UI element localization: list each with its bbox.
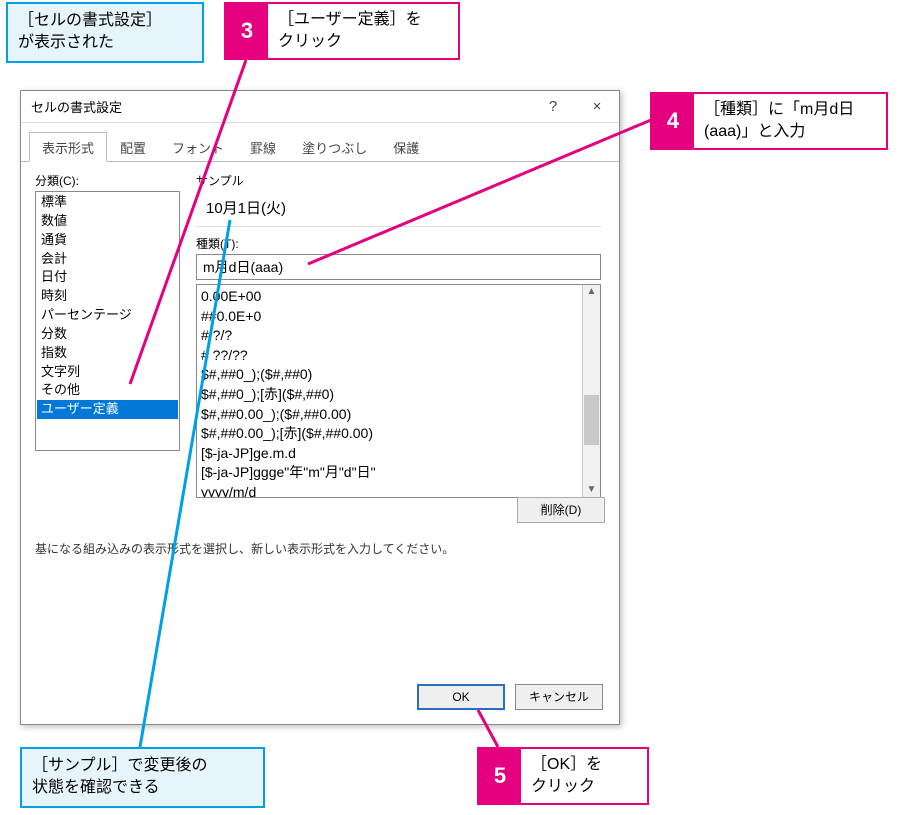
tab-number-format[interactable]: 表示形式 [29, 132, 107, 162]
step-number: 4 [652, 94, 694, 148]
callout-step4: 4 ［種類］に「m月d日 (aaa)」と入力 [650, 92, 888, 150]
dialog-title: セルの書式設定 [31, 97, 122, 116]
sample-value: 10月1日(火) [196, 191, 601, 227]
type-label: 種類(T): [196, 235, 601, 252]
format-code-item[interactable]: [$-ja-JP]ge.m.d [201, 444, 596, 464]
format-code-item[interactable]: $#,##0.00_);[赤]($#,##0.00) [201, 424, 596, 444]
tab-border[interactable]: 罫線 [237, 132, 289, 162]
category-item[interactable]: 標準 [37, 193, 178, 212]
ok-button[interactable]: OK [417, 684, 505, 710]
hint-text: 基になる組み込みの表示形式を選択し、新しい表示形式を入力してください。 [35, 540, 454, 557]
type-input[interactable] [196, 254, 601, 280]
format-code-item[interactable]: # ??/?? [201, 346, 596, 366]
titlebar: セルの書式設定 ? × [21, 91, 619, 123]
delete-button[interactable]: 削除(D) [517, 497, 605, 523]
callout-sample-note: ［サンプル］で変更後の 状態を確認できる [20, 747, 265, 808]
callout-text: ［セルの書式設定］ [18, 12, 162, 29]
format-cells-dialog: セルの書式設定 ? × 表示形式 配置 フォント 罫線 塗りつぶし 保護 分類(… [20, 90, 620, 725]
callout-text: ［種類］に「m月d日 (aaa)」と入力 [704, 99, 854, 144]
step-number: 3 [226, 4, 268, 58]
category-item[interactable]: 数値 [37, 212, 178, 231]
dialog-buttons: OK キャンセル [417, 684, 603, 710]
format-code-item[interactable]: 0.00E+00 [201, 287, 596, 307]
scrollbar-thumb[interactable] [584, 395, 599, 445]
step-number: 5 [479, 749, 521, 803]
format-code-item[interactable]: yyyy/m/d [201, 483, 596, 498]
callout-step5: 5 ［OK］を クリック [477, 747, 649, 805]
category-item[interactable]: 文字列 [37, 363, 178, 382]
category-item[interactable]: 指数 [37, 344, 178, 363]
cancel-button[interactable]: キャンセル [515, 684, 603, 710]
help-button[interactable]: ? [531, 92, 575, 122]
scroll-up-icon[interactable]: ▲ [587, 285, 597, 299]
callout-text: ［ユーザー定義］を クリック [278, 9, 422, 54]
format-code-item[interactable]: ##0.0E+0 [201, 307, 596, 327]
format-code-item[interactable]: [$-ja-JP]ggge"年"m"月"d"日" [201, 463, 596, 483]
callout-text: ［サンプル］で変更後の [32, 757, 208, 774]
category-item[interactable]: パーセンテージ [37, 306, 178, 325]
category-item[interactable]: 分数 [37, 325, 178, 344]
callout-text: が表示された [18, 34, 114, 51]
tabs: 表示形式 配置 フォント 罫線 塗りつぶし 保護 [21, 123, 619, 162]
category-item-user-defined[interactable]: ユーザー定義 [37, 400, 178, 419]
callout-step3: 3 ［ユーザー定義］を クリック [224, 2, 460, 60]
sample-label: サンプル [196, 172, 601, 189]
right-column: サンプル 10月1日(火) 種類(T): 0.00E+00 ##0.0E+0 #… [196, 172, 601, 498]
format-code-item[interactable]: $#,##0_);($#,##0) [201, 365, 596, 385]
category-item[interactable]: その他 [37, 381, 178, 400]
scrollbar[interactable]: ▲ ▼ [582, 285, 600, 497]
category-item[interactable]: 通貨 [37, 231, 178, 250]
callout-text: 状態を確認できる [32, 779, 160, 796]
format-code-item[interactable]: $#,##0.00_);($#,##0.00) [201, 405, 596, 425]
scroll-down-icon[interactable]: ▼ [587, 483, 597, 497]
format-code-item[interactable]: # ?/? [201, 326, 596, 346]
category-list[interactable]: 標準 数値 通貨 会計 日付 時刻 パーセンテージ 分数 指数 文字列 その他 … [35, 191, 180, 451]
callout-displayed: ［セルの書式設定］ が表示された [6, 2, 204, 63]
close-button[interactable]: × [575, 92, 619, 122]
tab-alignment[interactable]: 配置 [107, 132, 159, 162]
tab-font[interactable]: フォント [159, 132, 237, 162]
format-code-item[interactable]: $#,##0_);[赤]($#,##0) [201, 385, 596, 405]
callout-text: ［OK］を クリック [531, 754, 602, 799]
format-code-list[interactable]: 0.00E+00 ##0.0E+0 # ?/? # ??/?? $#,##0_)… [196, 284, 601, 498]
category-item[interactable]: 会計 [37, 250, 178, 269]
category-item[interactable]: 日付 [37, 268, 178, 287]
tab-protection[interactable]: 保護 [380, 132, 432, 162]
category-item[interactable]: 時刻 [37, 287, 178, 306]
tab-fill[interactable]: 塗りつぶし [289, 132, 380, 162]
dialog-body: 分類(C): 標準 数値 通貨 会計 日付 時刻 パーセンテージ 分数 指数 文… [21, 162, 619, 461]
